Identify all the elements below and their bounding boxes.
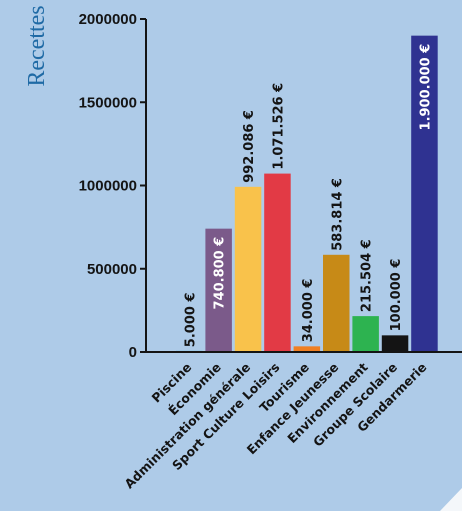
y-tick-label: 1500000 bbox=[79, 94, 137, 111]
bar-2 bbox=[234, 186, 262, 352]
y-tick-label: 2000000 bbox=[79, 11, 137, 28]
bar-value-label: 583.814 € bbox=[330, 178, 345, 251]
bar-1 bbox=[205, 228, 232, 352]
bar-8 bbox=[411, 35, 438, 353]
bar-3 bbox=[264, 173, 291, 352]
bar-4 bbox=[293, 346, 321, 352]
y-tick-label: 0 bbox=[129, 344, 137, 361]
bar-value-label: 1.900.000 € bbox=[418, 44, 433, 131]
bar-value-labels: 5.000 € 740.800 € 992.086 € 1.071.526 € 34.0… bbox=[183, 44, 433, 348]
bar-5 bbox=[323, 254, 350, 352]
axes bbox=[145, 19, 462, 353]
y-axis-title: Recettes bbox=[24, 5, 50, 86]
bar-value-label: 1.071.526 € bbox=[271, 83, 286, 170]
bar-7 bbox=[381, 335, 409, 352]
bar-6 bbox=[352, 316, 379, 352]
bar-value-label: 100.000 € bbox=[389, 259, 404, 332]
y-axis-ticks: 0 500000 1000000 1500000 2000000 bbox=[79, 11, 146, 361]
bars-layer bbox=[176, 35, 438, 353]
y-tick-label: 500000 bbox=[87, 261, 137, 278]
y-tick-label: 1000000 bbox=[79, 178, 137, 195]
page-corner-fold bbox=[440, 488, 462, 511]
bar-value-label: 992.086 € bbox=[242, 110, 257, 183]
bar-value-label: 34.000 € bbox=[301, 279, 316, 343]
bar-value-label: 215.504 € bbox=[360, 239, 375, 312]
bar-value-label: 5.000 € bbox=[183, 292, 198, 347]
bar-value-label: 740.800 € bbox=[213, 237, 228, 310]
